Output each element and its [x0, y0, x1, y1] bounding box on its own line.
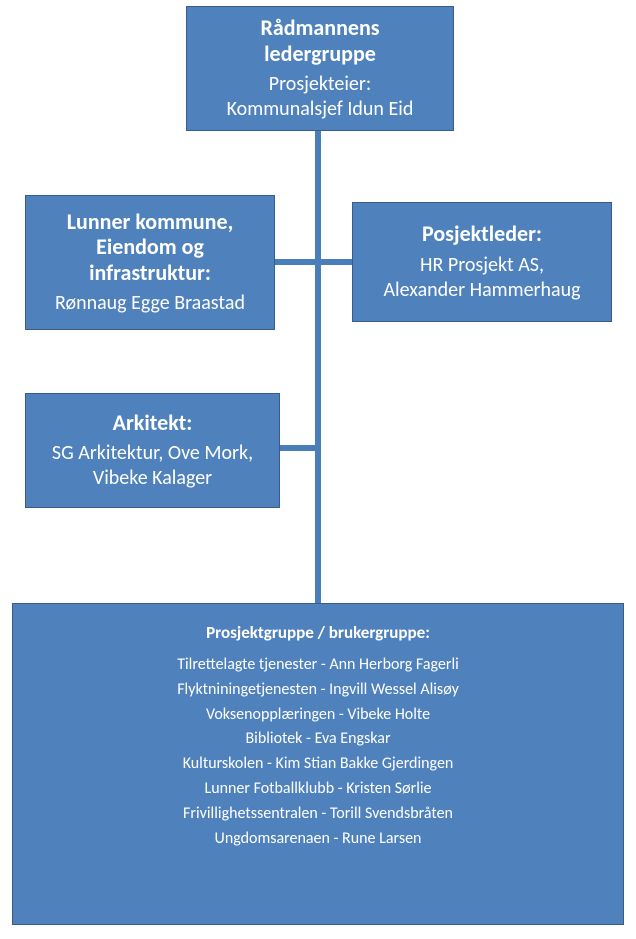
text: HR Prosjekt AS,	[420, 253, 544, 277]
connector-row1	[275, 259, 352, 265]
group-line: Kulturskolen - Kim Stian Bakke Gjerdinge…	[17, 752, 619, 777]
group-line: Flyktniningetjenesten - Ingvill Wessel A…	[17, 678, 619, 703]
text: Alexander Hammerhaug	[383, 278, 580, 302]
org-box-left2: Arkitekt: SG Arkitektur, Ove Mork, Vibek…	[25, 393, 280, 508]
group-line: Voksenopplæringen - Vibeke Holte	[17, 703, 619, 728]
org-box-right1: Posjektleder: HR Prosjekt AS, Alexander …	[352, 202, 612, 322]
text: Posjektleder:	[422, 220, 542, 247]
text: Lunner kommune,	[67, 208, 234, 235]
text: Prosjekteier:	[269, 72, 371, 96]
org-box-bottom: Prosjektgruppe / brukergruppe: Tilrettel…	[12, 603, 624, 925]
connector-row2	[280, 445, 320, 451]
text: Rådmannens	[260, 14, 379, 41]
group-title: Prosjektgruppe / brukergruppe:	[17, 622, 619, 643]
org-box-subtitle: HR Prosjekt AS, Alexander Hammerhaug	[357, 253, 607, 303]
group-line: Lunner Fotballklubb - Kristen Sørlie	[17, 777, 619, 802]
connector-vertical	[315, 131, 321, 603]
text: ledergruppe	[264, 40, 376, 67]
text: SG Arkitektur, Ove Mork,	[52, 441, 253, 465]
text: infrastruktur:	[89, 259, 211, 286]
org-box-title: Rådmannens ledergruppe	[191, 15, 449, 66]
text: Vibeke Kalager	[93, 466, 212, 490]
org-box-subtitle: SG Arkitektur, Ove Mork, Vibeke Kalager	[30, 441, 275, 491]
org-box-title: Arkitekt:	[30, 410, 275, 435]
org-box-title: Posjektleder:	[357, 221, 607, 246]
org-box-subtitle: Prosjekteier: Kommunalsjef Idun Eid	[191, 72, 449, 122]
group-lines: Tilrettelagte tjenester - Ann Herborg Fa…	[17, 653, 619, 851]
text: Rønnaug Egge Braastad	[55, 291, 245, 315]
org-box-left1: Lunner kommune, Eiendom og infrastruktur…	[25, 195, 275, 330]
text: Kommunalsjef Idun Eid	[227, 97, 414, 121]
org-box-top: Rådmannens ledergruppe Prosjekteier: Kom…	[186, 6, 454, 131]
group-line: Frivillighetssentralen - Torill Svendsbr…	[17, 802, 619, 827]
group-line: Ungdomsarenaen - Rune Larsen	[17, 827, 619, 852]
text: Eiendom og	[96, 233, 204, 260]
group-line: Bibliotek - Eva Engskar	[17, 727, 619, 752]
org-box-subtitle: Rønnaug Egge Braastad	[30, 291, 270, 316]
group-line: Tilrettelagte tjenester - Ann Herborg Fa…	[17, 653, 619, 678]
org-box-title: Lunner kommune, Eiendom og infrastruktur…	[30, 209, 270, 285]
text: Arkitekt:	[113, 409, 193, 436]
